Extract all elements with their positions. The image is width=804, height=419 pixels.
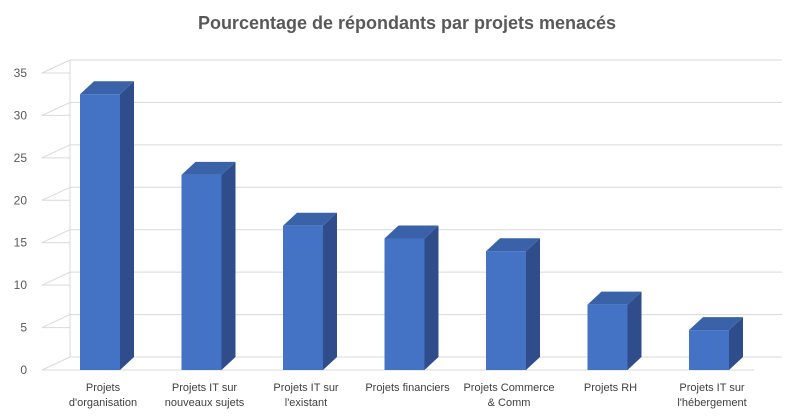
y-tick-label: 30 — [14, 108, 28, 122]
bar-front — [587, 304, 628, 370]
bar-5 — [587, 291, 642, 370]
y-tick-label: 5 — [20, 321, 27, 335]
bar-side — [424, 225, 439, 370]
bar-4 — [486, 238, 540, 370]
bar-side — [729, 317, 743, 370]
gridline-diag-0 — [41, 356, 71, 371]
bar-1 — [181, 161, 236, 370]
x-tick-label: Projets IT sur — [273, 382, 339, 394]
gridline-diag-5 — [41, 144, 71, 159]
x-tick-label: Projets financiers — [365, 382, 450, 394]
bar-top — [80, 81, 134, 95]
bar-side — [120, 81, 134, 370]
bar-side — [323, 212, 337, 370]
y-tick-label: 20 — [14, 193, 28, 207]
y-tick-label: 0 — [20, 363, 27, 377]
x-tick-label: & Comm — [488, 397, 531, 409]
bar-top — [384, 225, 439, 239]
x-tick-label: Projets Commerce — [463, 382, 554, 394]
x-tick-label: nouveaux sujets — [165, 397, 245, 409]
gridline-diag-4 — [41, 186, 71, 201]
bar-front — [283, 225, 323, 370]
bar-top — [587, 291, 642, 305]
bar-side — [221, 161, 236, 370]
bar-front — [384, 238, 425, 370]
x-tick-label: d'organisation — [69, 397, 137, 409]
bar-top — [283, 212, 337, 226]
x-tick-label: l'existant — [285, 397, 327, 409]
y-tick-label: 15 — [14, 236, 28, 250]
bar-front — [80, 94, 120, 370]
bar-front — [689, 330, 729, 370]
y-tick-label: 25 — [14, 151, 28, 165]
bars — [80, 81, 743, 370]
bar-top — [181, 161, 236, 175]
x-tick-label: Projets IT sur — [679, 382, 745, 394]
x-tick-label: Projets — [86, 382, 121, 394]
gridline-diag-6 — [41, 101, 71, 116]
y-axis-ticks: 0 5 10 15 20 25 30 35 — [14, 66, 28, 377]
bar-front — [486, 251, 526, 370]
bar-0 — [80, 81, 134, 370]
bar-top — [486, 238, 540, 252]
x-axis-labels: Projets d'organisation Projets IT sur nouve… — [69, 382, 747, 409]
bar-6 — [689, 317, 743, 370]
gridline-diag-1 — [41, 314, 71, 329]
bar-side — [627, 291, 642, 370]
chart-title: Pourcentage de répondants par projets me… — [198, 13, 616, 33]
y-tick-label: 35 — [14, 66, 28, 80]
bar-side — [526, 238, 540, 370]
bar-top — [689, 317, 743, 331]
y-tick-label: 10 — [14, 278, 28, 292]
x-tick-label: Projets RH — [584, 382, 637, 394]
bar-3 — [384, 225, 439, 370]
gridline-diag-2 — [41, 271, 71, 286]
bar-front — [181, 174, 222, 370]
x-tick-label: Projets IT sur — [172, 382, 238, 394]
gridline-diag-7 — [41, 59, 71, 74]
gridline-diag-3 — [41, 229, 71, 244]
bar-2 — [283, 212, 337, 370]
x-tick-label: l'hébergement — [677, 397, 746, 409]
